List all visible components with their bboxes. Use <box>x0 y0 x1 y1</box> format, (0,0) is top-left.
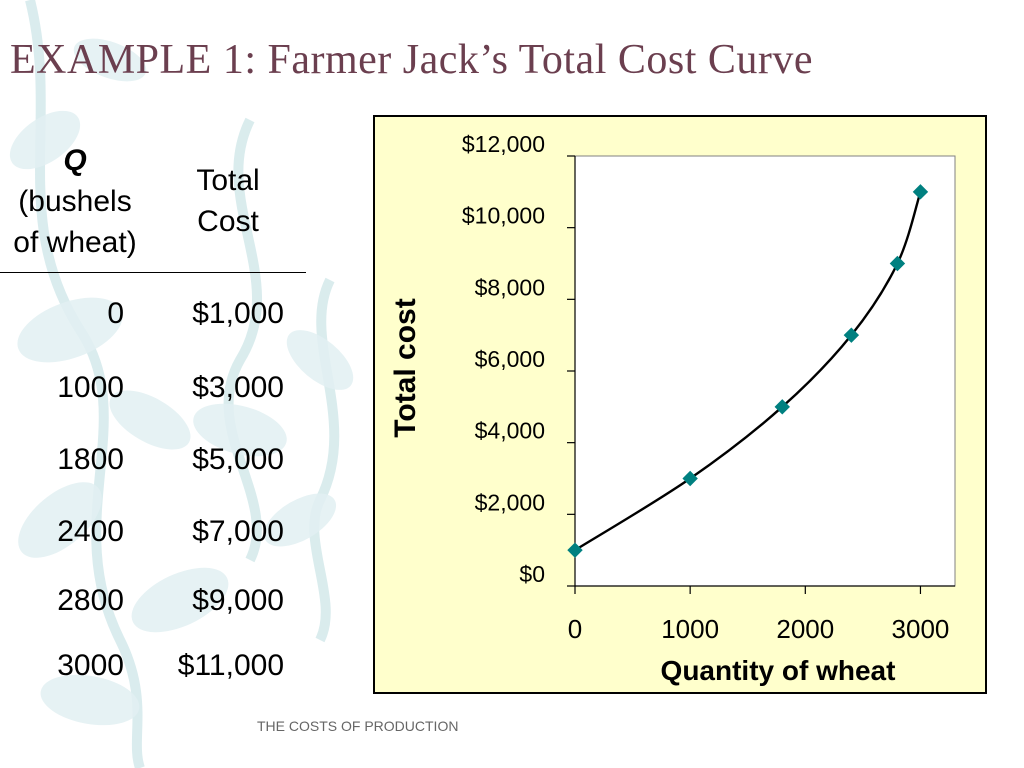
decoration-leaf <box>263 493 337 547</box>
x-tick-label: 1000 <box>661 614 719 644</box>
y-tick-label: $10,000 <box>462 203 545 229</box>
data-point-marker <box>774 399 790 415</box>
quantity-column-header: Q (bushels of wheat) <box>0 140 150 263</box>
chart-panel: $0 $2,000 $4,000 $6,000 $8,000 $10,000 $12,000… <box>373 115 987 694</box>
x-tick-label: 0 <box>568 614 582 644</box>
decoration-leaf <box>109 390 191 450</box>
table-cell-total-cost: $3,000 <box>192 371 284 404</box>
data-point-marker <box>843 327 860 343</box>
slide-footer: THE COSTS OF PRODUCTION <box>257 718 459 734</box>
table-cell-quantity: 1000 <box>57 371 124 404</box>
x-tick-label: 2000 <box>776 614 834 644</box>
y-tick-label: $4,000 <box>475 418 545 444</box>
y-tick-label: $12,000 <box>462 131 545 157</box>
x-axis-title: Quantity of wheat <box>661 655 896 686</box>
quantity-header-line: of wheat) <box>13 226 137 259</box>
y-tick-label: $0 <box>519 561 545 587</box>
total-cost-header-line: Cost <box>197 205 259 238</box>
quantity-header-line: (bushels <box>18 185 132 218</box>
decoration-leaf <box>18 482 102 558</box>
y-tick-label: $6,000 <box>475 346 545 372</box>
decoration-leaf <box>193 403 287 457</box>
data-point-marker <box>912 184 929 200</box>
decoration-leaf <box>131 567 229 633</box>
decoration-leaf <box>17 297 123 363</box>
total-cost-column-header: Total Cost <box>176 160 280 242</box>
table-cell-total-cost: $11,000 <box>177 649 284 682</box>
data-point-marker <box>567 542 583 558</box>
table-cell-quantity: 3000 <box>57 649 124 682</box>
table-cell-total-cost: $1,000 <box>192 297 284 330</box>
table-cell-quantity: 2400 <box>57 515 124 548</box>
decoration-leaf <box>286 330 354 390</box>
y-tick-label: $8,000 <box>475 274 545 300</box>
quantity-symbol: Q <box>63 144 87 177</box>
x-tick-label: 3000 <box>892 614 950 644</box>
y-tick-label: $2,000 <box>475 489 545 515</box>
table-header-divider <box>0 272 306 273</box>
table-cell-total-cost: $5,000 <box>192 443 284 476</box>
decoration-vine <box>223 117 262 563</box>
table-cell-total-cost: $7,000 <box>192 515 284 548</box>
data-point-marker <box>682 470 698 487</box>
total-cost-chart: $0 $2,000 $4,000 $6,000 $8,000 $10,000 $12,000… <box>389 131 956 686</box>
y-axis-title: Total cost <box>389 298 422 437</box>
data-point-marker <box>889 255 906 272</box>
plot-area <box>574 155 956 587</box>
slide-title: EXAMPLE 1: Farmer Jack’s Total Cost Curv… <box>10 37 814 83</box>
decoration-leaf <box>9 110 81 170</box>
table-cell-total-cost: $9,000 <box>192 584 284 617</box>
decoration-leaf <box>73 38 147 82</box>
table-cell-quantity: 1800 <box>57 443 124 476</box>
total-cost-header-line: Total <box>196 164 260 197</box>
table-cell-quantity: 2800 <box>57 584 124 617</box>
table-cell-quantity: 0 <box>107 297 124 330</box>
decoration-vine <box>309 277 340 643</box>
decoration-leaf <box>40 674 140 726</box>
